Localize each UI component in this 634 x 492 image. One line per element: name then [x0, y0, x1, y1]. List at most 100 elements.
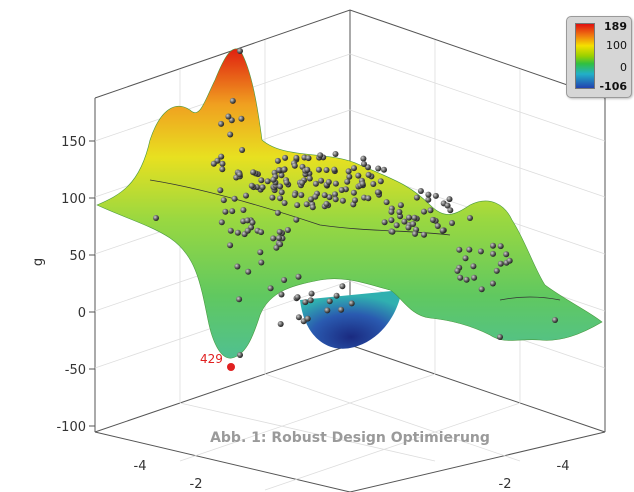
sample-point	[282, 154, 289, 161]
sample-point	[258, 229, 265, 236]
sample-point	[276, 235, 282, 241]
sample-point	[338, 187, 345, 193]
sample-point	[421, 208, 427, 215]
sample-point	[410, 221, 417, 227]
sample-point	[406, 214, 412, 221]
sample-point	[463, 276, 470, 283]
sample-point	[312, 180, 319, 187]
sample-point	[411, 214, 418, 221]
front-floor-edge	[94, 431, 606, 492]
sample-point	[276, 228, 283, 235]
sample-point	[466, 246, 473, 253]
sample-point	[489, 280, 496, 287]
sample-point	[326, 194, 333, 201]
sample-point	[284, 227, 291, 233]
sample-point	[326, 298, 333, 305]
sample-point	[294, 202, 301, 209]
sample-point	[478, 286, 485, 293]
sample-point	[276, 167, 283, 173]
sample-point	[231, 195, 238, 202]
sample-point	[281, 277, 288, 283]
colorbar-mid-label: 0	[620, 61, 627, 74]
sample-point	[236, 171, 243, 178]
sample-point	[244, 227, 251, 234]
sample-point	[210, 160, 217, 167]
sample-point	[490, 242, 496, 249]
sample-point	[153, 215, 159, 221]
sample-points	[153, 48, 558, 358]
sample-point	[281, 166, 288, 173]
sample-point	[497, 260, 504, 267]
sample-point	[298, 192, 305, 198]
sample-point	[377, 178, 384, 185]
sample-point	[355, 172, 362, 179]
sample-point	[219, 166, 226, 173]
sample-point	[323, 167, 330, 173]
sample-point	[381, 166, 387, 173]
sample-point	[248, 182, 255, 189]
sample-point	[456, 246, 463, 253]
sample-point	[332, 151, 339, 157]
sample-point	[283, 179, 290, 186]
sample-point	[370, 181, 377, 187]
sample-point	[412, 230, 418, 237]
z-axis-tick: -100	[56, 420, 86, 435]
sample-point	[234, 263, 241, 270]
z-axis-tick: 100	[61, 192, 86, 207]
sample-point	[360, 155, 367, 162]
sample-point	[497, 334, 503, 340]
sample-point	[332, 196, 339, 203]
highlighted-point-label: 429	[200, 352, 223, 366]
sample-point	[245, 268, 252, 275]
sample-point	[444, 202, 451, 209]
sample-point	[236, 296, 243, 303]
sample-point	[339, 283, 346, 290]
colorbar-upper-label: 100	[606, 39, 627, 52]
sample-point	[427, 207, 434, 214]
z-axis-tick: 150	[61, 135, 86, 150]
sample-point	[393, 222, 400, 229]
y-axis-tick: -2	[499, 477, 512, 492]
sample-point	[333, 292, 340, 299]
sample-point	[308, 290, 315, 297]
sample-point	[291, 192, 298, 198]
contour-line	[499, 296, 561, 301]
z-axis-tick: 50	[69, 249, 86, 264]
sample-point	[259, 184, 266, 191]
sample-point	[227, 227, 234, 234]
z-axis-tick: 0	[78, 306, 86, 321]
sample-point	[317, 152, 324, 159]
back-floor-edge	[94, 344, 606, 433]
surface-minimum-bowl	[300, 290, 402, 349]
sample-point	[303, 201, 310, 208]
sample-point	[497, 243, 504, 250]
sample-point	[493, 267, 500, 274]
sample-point	[462, 255, 469, 262]
sample-point	[383, 199, 390, 206]
sample-point	[267, 285, 274, 292]
z-axis-tick: -50	[65, 363, 86, 378]
sample-point	[381, 219, 388, 226]
sample-point	[467, 215, 473, 221]
sample-point	[365, 164, 371, 171]
sample-point	[375, 165, 382, 172]
sample-point	[240, 207, 247, 213]
sample-point	[449, 220, 455, 226]
sample-point	[264, 178, 271, 185]
grid-line	[179, 373, 436, 462]
contour-line	[149, 179, 451, 236]
sample-point	[446, 196, 453, 203]
sample-point	[278, 189, 285, 196]
sample-point	[350, 189, 357, 196]
sample-point	[258, 177, 265, 184]
sample-point	[234, 229, 241, 236]
sample-point	[351, 165, 357, 172]
sample-point	[457, 274, 464, 281]
colorbar-gradient	[575, 23, 595, 89]
sample-point	[325, 179, 332, 185]
sample-point	[503, 251, 510, 258]
sample-point	[323, 200, 330, 207]
x-axis-tick: -2	[190, 477, 203, 492]
colorbar-legend: 189 100 0 -106	[566, 16, 632, 98]
